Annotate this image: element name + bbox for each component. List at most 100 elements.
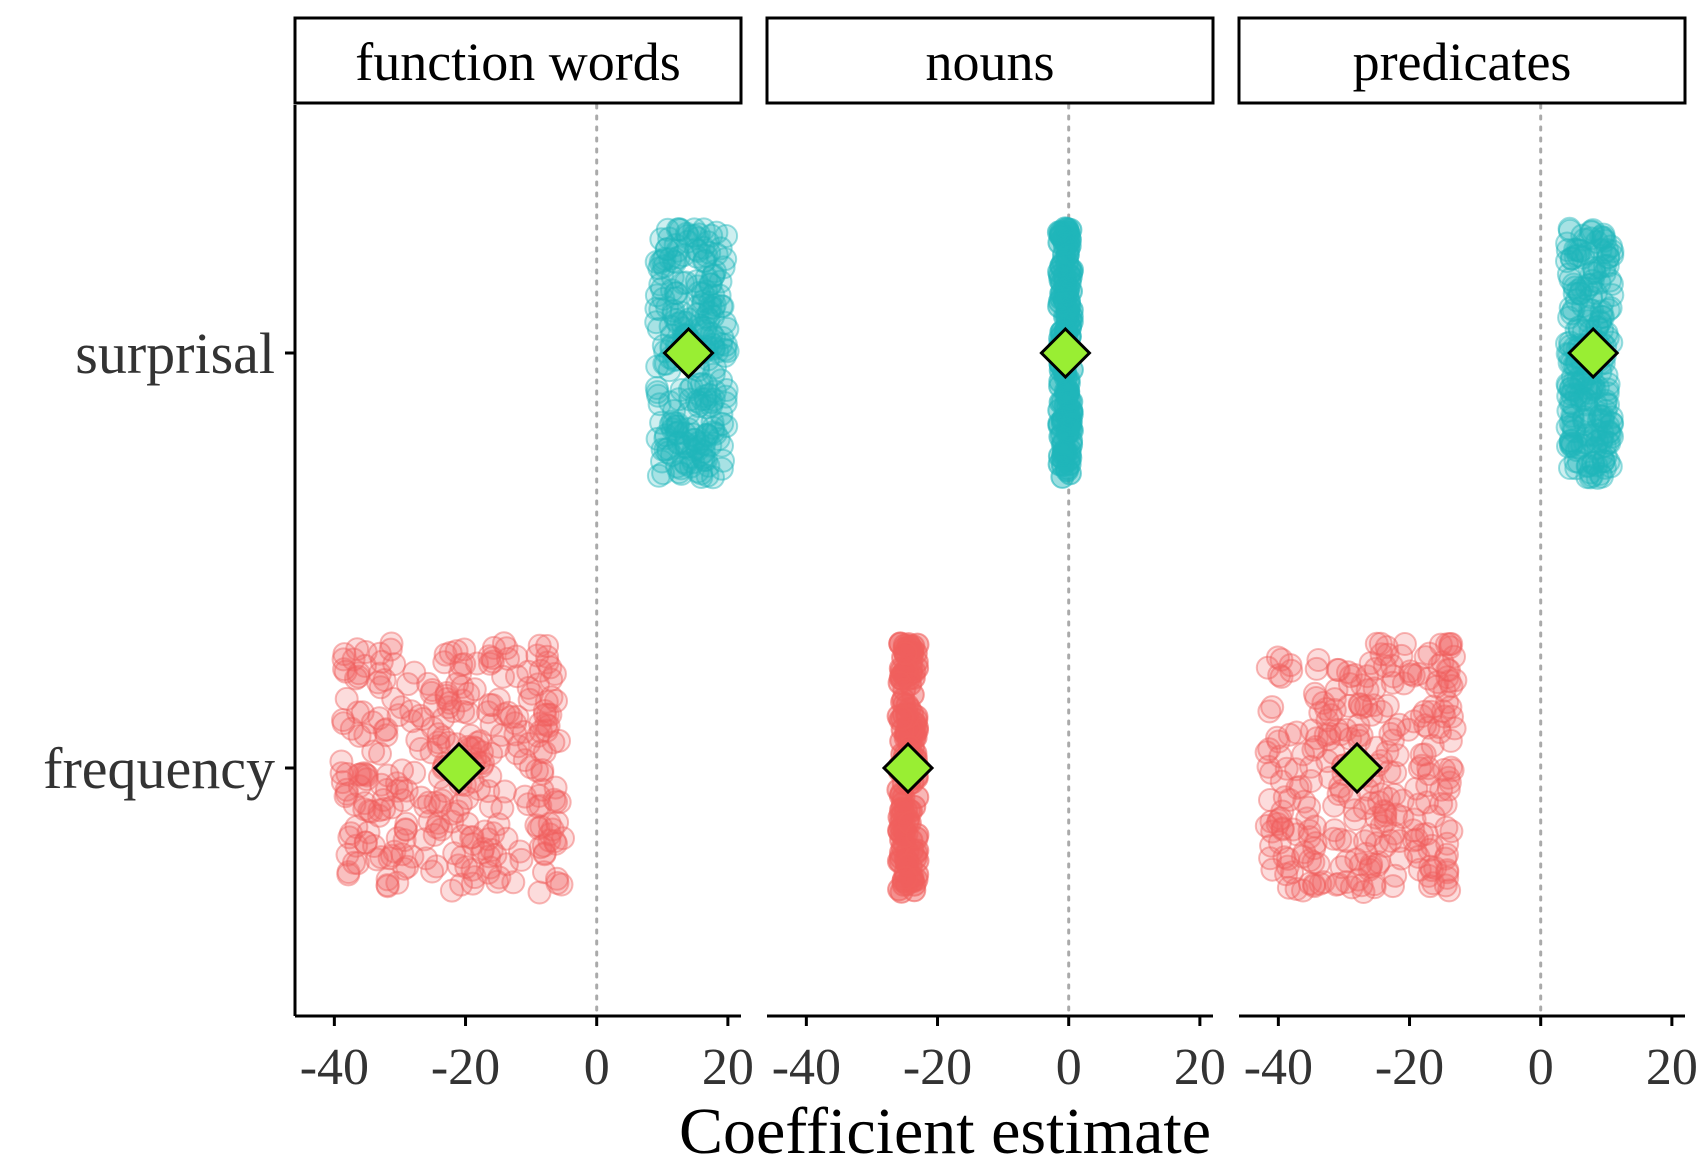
surprisal-point <box>661 249 686 274</box>
frequency-point <box>1268 744 1293 769</box>
surprisal-point <box>678 454 703 479</box>
surprisal-point <box>676 401 701 426</box>
surprisal-point <box>645 354 670 379</box>
surprisal-point <box>1599 234 1623 259</box>
frequency-point <box>503 711 528 736</box>
surprisal-point <box>1559 428 1584 453</box>
frequency-point <box>1361 693 1386 718</box>
frequency-point <box>1329 778 1354 803</box>
frequency-point <box>414 846 439 871</box>
frequency-point <box>1415 773 1440 798</box>
frequency-point <box>1344 847 1369 872</box>
frequency-point <box>1428 720 1453 745</box>
frequency-point <box>1381 874 1405 899</box>
surprisal-point <box>1586 408 1611 432</box>
surprisal-point <box>1560 391 1585 416</box>
frequency-point <box>413 794 438 819</box>
frequency-point <box>539 667 564 692</box>
surprisal-point <box>658 390 683 415</box>
frequency-point <box>476 827 501 852</box>
frequency-point <box>1362 875 1387 900</box>
surprisal-point <box>1558 431 1583 456</box>
axes: -40 -20 0 20 -40 -20 0 20 -40 -20 0 20 surprisal freq… <box>43 105 1698 1096</box>
frequency-point <box>547 790 572 815</box>
frequency-point <box>478 855 503 880</box>
frequency-point <box>503 722 528 747</box>
frequency-point <box>1404 827 1429 852</box>
surprisal-point <box>1573 412 1598 437</box>
frequency-point <box>530 758 555 783</box>
frequency-point <box>379 843 404 868</box>
frequency-point <box>1336 660 1360 685</box>
frequency-point <box>1272 785 1297 810</box>
frequency-point <box>1365 831 1389 856</box>
frequency-point <box>1275 854 1300 879</box>
frequency-point <box>433 642 458 667</box>
frequency-point <box>354 767 379 792</box>
surprisal-point <box>689 461 714 486</box>
frequency-point <box>400 844 425 869</box>
frequency-point <box>341 647 366 672</box>
frequency-point <box>1409 704 1434 728</box>
frequency-point <box>1288 774 1313 799</box>
frequency-point <box>375 763 400 788</box>
frequency-point <box>1285 775 1310 800</box>
surprisal-point <box>699 321 724 346</box>
frequency-point <box>532 740 557 765</box>
frequency-point <box>893 641 918 666</box>
frequency-point <box>1277 722 1302 747</box>
frequency-point <box>501 870 526 895</box>
surprisal-point <box>701 264 725 289</box>
surprisal-point <box>1563 275 1587 300</box>
surprisal-point <box>667 430 692 455</box>
frequency-point <box>486 687 511 712</box>
surprisal-point <box>1558 411 1583 436</box>
surprisal-point <box>684 244 709 269</box>
frequency-point <box>547 728 571 753</box>
surprisal-point <box>1560 433 1585 458</box>
frequency-point <box>1381 664 1406 689</box>
surprisal-point <box>654 237 679 262</box>
frequency-point <box>1436 765 1461 790</box>
surprisal-point <box>693 248 717 273</box>
surprisal-point <box>678 387 703 412</box>
surprisal-point <box>1571 407 1596 432</box>
surprisal-point <box>1555 249 1579 274</box>
frequency-point <box>1383 760 1408 785</box>
surprisal-point <box>1580 463 1604 488</box>
frequency-point <box>1301 737 1326 762</box>
frequency-point <box>1291 878 1315 903</box>
surprisal-point <box>698 433 723 458</box>
surprisal-point <box>701 465 725 490</box>
frequency-point <box>344 815 369 839</box>
frequency-point <box>531 833 556 858</box>
frequency-point <box>1311 870 1336 895</box>
frequency-point <box>1409 753 1434 778</box>
frequency-point <box>479 712 504 737</box>
frequency-point <box>1349 695 1374 720</box>
frequency-point <box>1439 819 1464 844</box>
frequency-point <box>331 708 355 732</box>
frequency-point <box>1326 871 1351 896</box>
surprisal-mean-marker <box>1039 326 1092 380</box>
frequency-point <box>402 660 427 685</box>
frequency-point <box>333 659 358 684</box>
frequency-point <box>535 650 560 675</box>
data-points <box>329 216 1625 905</box>
frequency-point <box>532 699 557 723</box>
frequency-point <box>1433 792 1458 817</box>
surprisal-point <box>681 422 706 447</box>
surprisal-point <box>673 435 698 460</box>
frequency-point <box>422 693 447 718</box>
surprisal-point <box>675 223 700 248</box>
surprisal-point <box>664 414 689 439</box>
frequency-point <box>1297 825 1322 850</box>
surprisal-point <box>644 296 669 321</box>
surprisal-point <box>676 417 701 442</box>
surprisal-point <box>1579 272 1604 297</box>
surprisal-point <box>1572 227 1597 252</box>
frequency-point <box>1321 826 1346 851</box>
surprisal-point <box>686 394 711 419</box>
frequency-point <box>329 749 354 774</box>
surprisal-point <box>1589 224 1614 249</box>
